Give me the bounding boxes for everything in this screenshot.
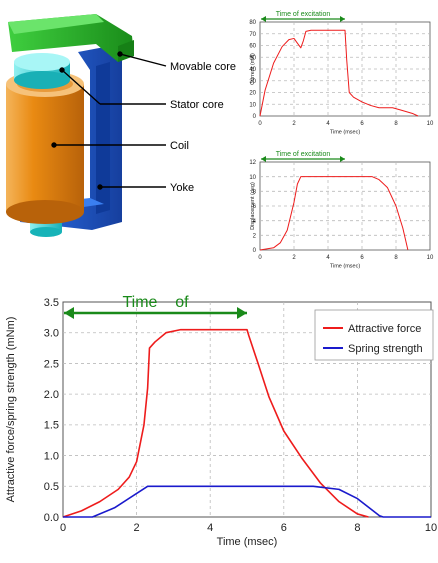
current-chart: 0 2 4 6 8 10 0 10 20 30 40 50 60 70 80 Time (msec) Curre… (248, 8, 438, 136)
displacement-chart: 0 2 4 6 8 10 0 2 4 6 8 10 12 Time (msec) Displacement … (248, 148, 438, 270)
excitation-arrow-head-right (340, 156, 345, 162)
y-tick-label: 2.0 (44, 389, 59, 401)
x-tick-label: 0 (258, 121, 262, 127)
y-tick-label: 0 (253, 114, 257, 120)
x-tick-label: 8 (354, 522, 360, 534)
y-tick-label: 10 (249, 175, 256, 181)
series-line-0 (259, 29, 419, 117)
y-axis-label: Current (mA) (250, 53, 256, 85)
force-chart-svg: 0 2 4 6 8 10 0.0 0.5 1.0 1.5 2.0 2.5 3.0 3.5 Time (mse… (5, 294, 437, 548)
y-tick-label: 20 (249, 91, 256, 97)
y-tick-label: 1.5 (44, 420, 59, 432)
x-tick-label: 4 (207, 522, 213, 534)
x-tick-label: 10 (427, 121, 434, 127)
y-tick-label: 0.5 (44, 481, 59, 493)
label-yoke: Yoke (170, 182, 194, 194)
y-tick-label: 70 (249, 32, 256, 38)
excitation-annotation: Time of (122, 294, 189, 311)
y-tick-label: 80 (249, 20, 256, 26)
series-line-0 (259, 176, 409, 251)
y-tick-label: 60 (249, 44, 256, 50)
y-tick-label: 0 (253, 248, 257, 254)
movable-core (8, 14, 134, 62)
x-axis-label: Time (msec) (330, 130, 361, 136)
x-tick-label: 10 (425, 522, 437, 534)
y-tick-label: 10 (249, 102, 256, 108)
y-axis-label: Displacement (deg) (250, 182, 256, 230)
current-chart-svg: 0 2 4 6 8 10 0 10 20 30 40 50 60 70 80 Time (msec) Curre… (249, 11, 434, 136)
y-tick-label: 40 (249, 67, 256, 73)
y-tick-label: 50 (249, 55, 256, 61)
solenoid-diagram: Movable core Stator core Coil Yoke (0, 0, 255, 262)
x-tick-label: 4 (326, 121, 330, 127)
force-chart: 0 2 4 6 8 10 0.0 0.5 1.0 1.5 2.0 2.5 3.0 3.5 Time (mse… (0, 280, 438, 558)
displacement-chart-svg: 0 2 4 6 8 10 0 2 4 6 8 10 12 Time (msec) Displacement … (249, 151, 434, 270)
label-coil: Coil (170, 140, 189, 152)
label-stator-core: Stator core (170, 99, 224, 111)
x-axis-label: Time (msec) (330, 264, 361, 270)
coil (6, 71, 84, 224)
stator-core (14, 53, 70, 89)
excitation-annotation: Time of excitation (276, 151, 331, 158)
series-line-0 (62, 328, 369, 518)
plot-area (62, 301, 432, 518)
x-axis-label: Time (msec) (217, 536, 278, 548)
x-tick-label: 8 (394, 255, 398, 261)
x-tick-label: 6 (360, 121, 364, 127)
y-tick-label: 6 (253, 204, 257, 210)
excitation-arrow-head-left (261, 156, 266, 162)
y-tick-label: 30 (249, 79, 256, 85)
y-tick-label: 3.0 (44, 328, 59, 340)
y-axis-label: Attractive force/spring strength (mNm) (5, 317, 17, 503)
y-tick-label: 0.0 (44, 512, 59, 524)
legend-label-0: Attractive force (348, 323, 421, 335)
x-tick-label: 4 (326, 255, 330, 261)
x-tick-label: 2 (134, 522, 140, 534)
excitation-arrow-head-right (340, 16, 345, 22)
excitation-annotation: Time of excitation (276, 11, 331, 18)
legend-box (314, 309, 434, 361)
y-tick-label: 12 (249, 160, 256, 166)
solenoid-illustration: Movable core Stator core Coil Yoke (6, 14, 236, 237)
y-tick-label: 2 (253, 233, 257, 239)
y-tick-label: 8 (253, 189, 257, 195)
x-tick-label: 0 (258, 255, 262, 261)
x-tick-label: 2 (292, 255, 296, 261)
x-tick-label: 8 (394, 121, 398, 127)
legend-label-1: Spring strength (348, 343, 423, 355)
series-line-1 (63, 485, 431, 518)
excitation-arrow-head-left (261, 16, 266, 22)
y-tick-label: 3.5 (44, 297, 59, 309)
x-tick-label: 10 (427, 255, 434, 261)
excitation-arrow-head-left (64, 307, 74, 319)
excitation-arrow-head-right (237, 307, 247, 319)
y-tick-label: 1.0 (44, 450, 59, 462)
x-tick-label: 2 (292, 121, 296, 127)
x-tick-label: 6 (281, 522, 287, 534)
x-tick-label: 0 (60, 522, 66, 534)
x-tick-label: 6 (360, 255, 364, 261)
y-tick-label: 4 (253, 219, 257, 225)
y-tick-label: 2.5 (44, 358, 59, 370)
label-movable-core: Movable core (170, 61, 236, 73)
